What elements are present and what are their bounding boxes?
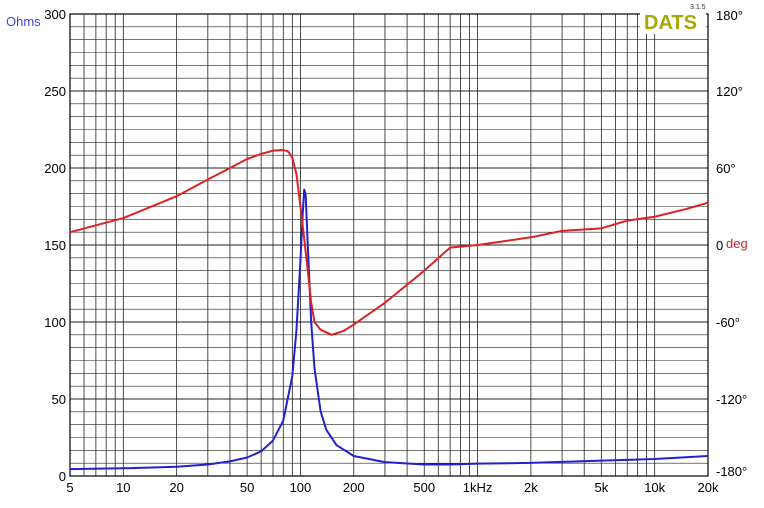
x-tick-label: 20 — [169, 480, 183, 495]
x-axis-ticks: 5 10 20 50 100 200 500 1kHz 2k 5k 10k 20k — [66, 480, 719, 495]
impedance-series-line — [69, 188, 709, 471]
x-tick-label: 10 — [116, 480, 130, 495]
dats-logo: DATS 3.1.5 — [640, 4, 706, 34]
y-right-unit-label: deg — [726, 236, 748, 251]
phase-series-line — [69, 149, 709, 336]
x-tick-label: 200 — [343, 480, 365, 495]
x-tick-label: 20k — [698, 480, 719, 495]
y-left-tick-label: 50 — [52, 392, 66, 407]
x-tick-label: 1kHz — [463, 480, 493, 495]
y-left-tick-label: 250 — [44, 84, 66, 99]
y-right-tick-label: -180° — [716, 464, 747, 479]
y-left-tick-label: 100 — [44, 315, 66, 330]
y-right-tick-label: -60° — [716, 315, 740, 330]
plot-frame — [69, 13, 709, 477]
y-left-tick-label: 300 — [44, 7, 66, 22]
x-tick-label: 10k — [644, 480, 665, 495]
y-left-tick-label: 0 — [59, 469, 66, 484]
grid — [69, 14, 709, 476]
y-left-tick-label: 200 — [44, 161, 66, 176]
logo-version: 3.1.5 — [690, 4, 706, 11]
y-right-axis-ticks: -180° -120° -60° 0 60° 120° 180° — [716, 8, 747, 479]
y-left-unit-label: Ohms — [6, 14, 41, 29]
x-tick-label: 50 — [240, 480, 254, 495]
x-tick-label: 500 — [413, 480, 435, 495]
series-layer — [69, 149, 709, 471]
y-right-tick-label: 120° — [716, 84, 743, 99]
y-left-axis-ticks: 0 50 100 150 200 250 300 — [44, 7, 66, 484]
y-right-tick-label: 0 — [716, 238, 723, 253]
y-left-tick-label: 150 — [44, 238, 66, 253]
logo-text: DATS — [644, 12, 697, 34]
y-right-tick-label: 60° — [716, 161, 736, 176]
x-tick-label: 5k — [594, 480, 608, 495]
x-tick-label: 5 — [66, 480, 73, 495]
y-right-tick-label: 180° — [716, 8, 743, 23]
x-tick-label: 2k — [524, 480, 538, 495]
y-right-tick-label: -120° — [716, 392, 747, 407]
x-tick-label: 100 — [290, 480, 312, 495]
